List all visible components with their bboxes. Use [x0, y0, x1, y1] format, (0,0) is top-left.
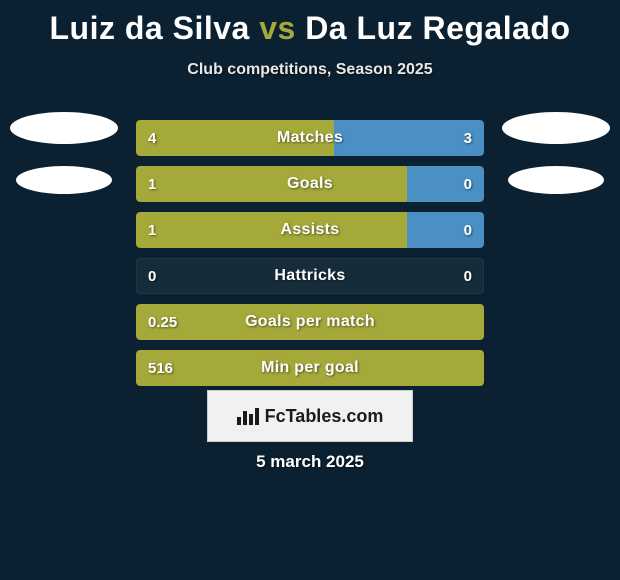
badge-text: FcTables.com	[265, 406, 384, 427]
bar-row: 43Matches	[136, 120, 484, 156]
club-placeholder-icon	[16, 166, 112, 194]
chart-icon	[237, 407, 259, 425]
avatar-left-slot	[4, 112, 124, 194]
bar-row: 00Hattricks	[136, 258, 484, 294]
subtitle: Club competitions, Season 2025	[0, 61, 620, 79]
club-placeholder-icon	[508, 166, 604, 194]
bar-label: Assists	[136, 212, 484, 248]
bar-row: 0.25Goals per match	[136, 304, 484, 340]
title-vs: vs	[259, 10, 296, 46]
bar-label: Min per goal	[136, 350, 484, 386]
source-badge: FcTables.com	[207, 390, 413, 442]
page-title: Luiz da Silva vs Da Luz Regalado	[0, 0, 620, 47]
avatar-right-slot	[496, 112, 616, 194]
date-stamp: 5 march 2025	[0, 452, 620, 472]
bar-row: 10Assists	[136, 212, 484, 248]
bar-row: 516Min per goal	[136, 350, 484, 386]
bar-label: Matches	[136, 120, 484, 156]
bar-label: Hattricks	[136, 258, 484, 294]
comparison-bars: 43Matches 10Goals 10Assists 00Hattricks 0.25…	[136, 120, 484, 386]
bar-label: Goals	[136, 166, 484, 202]
avatar-placeholder-icon	[502, 112, 610, 144]
title-player2: Da Luz Regalado	[305, 10, 570, 46]
title-player1: Luiz da Silva	[49, 10, 249, 46]
bar-row: 10Goals	[136, 166, 484, 202]
bar-label: Goals per match	[136, 304, 484, 340]
avatar-placeholder-icon	[10, 112, 118, 144]
